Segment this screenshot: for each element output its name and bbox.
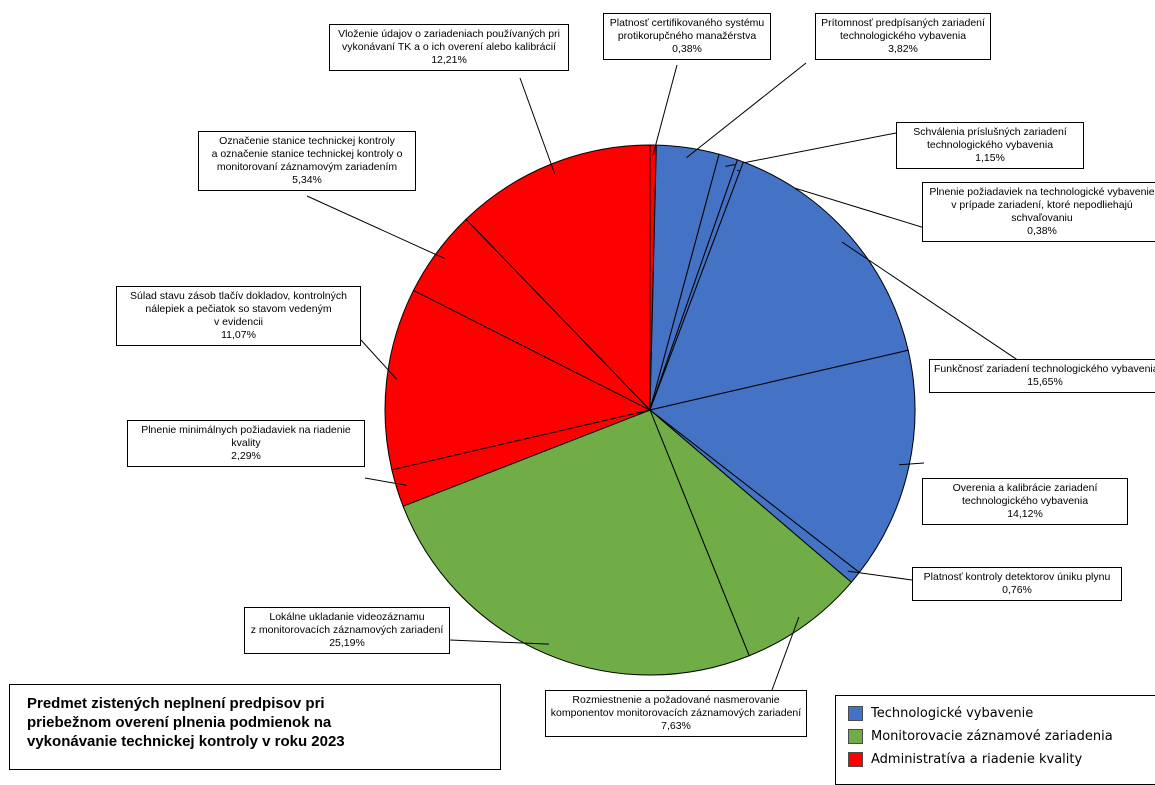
data-label-text: schvaľovaniu <box>1011 212 1073 224</box>
data-label-value: 0,38% <box>1027 225 1057 237</box>
leader-line <box>725 132 897 167</box>
leader-line <box>519 77 556 174</box>
data-label: Schválenia príslušných zariadení technolo… <box>896 122 1084 169</box>
data-label-text: Overenia a kalibrácie zariadení <box>952 482 1098 494</box>
data-label-text: nálepiek a pečiatok so stavom vedeným <box>145 303 332 315</box>
legend-label-administrativa: Administratíva a riadenie kvality <box>871 752 1083 767</box>
leader-line <box>771 616 800 691</box>
data-label: Funkčnosť zariadení technologického vyba… <box>929 359 1155 393</box>
data-label-value: 11,07% <box>221 329 256 341</box>
leader-line <box>449 639 549 645</box>
data-label: Platnosť kontroly detektorov úniku plynu… <box>912 567 1122 601</box>
leader-line <box>652 64 678 156</box>
data-label-text: Vloženie údajov o zariadeniach používaný… <box>338 28 560 40</box>
data-label-text: Funkčnosť zariadení technologického vyba… <box>934 363 1155 375</box>
data-label-text: kvality <box>231 437 261 449</box>
data-label-value: 15,65% <box>1027 376 1063 388</box>
data-label-text: Prítomnosť predpísaných zariadení <box>821 17 985 29</box>
leader-line <box>847 570 913 581</box>
data-label-text: Lokálne ukladanie videozáznamu <box>269 611 425 623</box>
data-label-value: 7,63% <box>661 720 691 732</box>
legend-swatch-monitorovacie <box>848 729 863 744</box>
data-label-text: Označenie stanice technickej kontroly <box>219 135 395 147</box>
data-label: Platnosť certifikovaného systému protikor… <box>603 13 771 60</box>
leader-line <box>686 62 807 158</box>
leader-line <box>841 241 1026 366</box>
legend-item-monitorovacie: Monitorovacie záznamové zariadenia <box>848 725 1155 748</box>
legend-label-monitorovacie: Monitorovacie záznamové zariadenia <box>871 729 1113 744</box>
data-label-text: technologického vybavenia <box>961 495 1089 507</box>
data-label-text: Súlad stavu zásob tlačív dokladov, kontr… <box>130 290 347 302</box>
data-label-text: z monitorovacích záznamových zariadení <box>250 624 444 636</box>
data-label: Overenia a kalibrácie zariadení technolog… <box>922 478 1128 525</box>
data-label-value: 0,76% <box>1002 584 1032 596</box>
data-label: Plnenie minimálnych požiadaviek na riade… <box>127 420 365 467</box>
data-label-value: 14,12% <box>1007 508 1043 520</box>
data-label-value: 3,82% <box>888 43 918 55</box>
data-label: Súlad stavu zásob tlačív dokladov, kontr… <box>116 286 361 346</box>
data-label-value: 1,15% <box>975 152 1005 164</box>
data-label: Rozmiestnenie a požadované nasmerovanie k… <box>545 690 807 737</box>
chart-title: Predmet zistených neplnení predpisov pri… <box>9 684 501 770</box>
data-label: Plnenie požiadaviek na technologické vyb… <box>922 182 1155 242</box>
pie-slice <box>384 289 652 471</box>
data-label-value: 12,21% <box>431 54 467 66</box>
legend-item-technologicke: Technologické vybavenie <box>848 702 1155 725</box>
data-label: Lokálne ukladanie videozáznamu z monitoro… <box>244 607 450 654</box>
data-label-value: 0,38% <box>672 43 702 55</box>
data-label-text: Rozmiestnenie a požadované nasmerovanie <box>572 694 780 706</box>
leader-line <box>899 462 925 466</box>
legend-swatch-administrativa <box>848 752 863 767</box>
data-label-text: Schválenia príslušných zariadení <box>913 126 1067 138</box>
legend: Technologické vybavenie Monitorovacie zá… <box>835 695 1155 785</box>
data-label-text: protikorupčného manažérstva <box>617 30 757 42</box>
data-label-text: Platnosť certifikovaného systému <box>609 17 765 29</box>
data-label-text: Platnosť kontroly detektorov úniku plynu <box>923 571 1111 583</box>
pie-slice <box>649 409 853 657</box>
pie-slice <box>402 409 750 676</box>
legend-label-technologicke: Technologické vybavenie <box>871 706 1034 721</box>
data-label-text: a označenie stanice technickej kontroly … <box>211 148 403 160</box>
data-label-value: 5,34% <box>292 174 322 186</box>
data-label-text: vykonávaní TK a o ich overení alebo kali… <box>341 41 556 53</box>
data-label-text: technologického vybavenia <box>926 139 1054 151</box>
pie-slice <box>648 349 916 574</box>
leader-line <box>306 195 446 260</box>
data-label-text: komponentov monitorovacích záznamových z… <box>550 707 802 719</box>
data-label: Označenie stanice technickej kontroly a o… <box>198 131 416 191</box>
data-label-text: technologického vybavenia <box>839 30 967 42</box>
data-label-value: 2,29% <box>231 450 261 462</box>
data-label-value: 25,19% <box>329 637 365 649</box>
data-label-text: v prípade zariadení, ktoré nepodliehajú <box>951 199 1133 211</box>
legend-swatch-technologicke <box>848 706 863 721</box>
data-label: Prítomnosť predpísaných zariadení technol… <box>815 13 991 60</box>
legend-item-administrativa: Administratíva a riadenie kvality <box>848 748 1155 771</box>
data-label: Vloženie údajov o zariadeniach používaný… <box>329 24 569 71</box>
data-label-text: Plnenie minimálnych požiadaviek na riade… <box>141 424 351 436</box>
data-label-text: Plnenie požiadaviek na technologické vyb… <box>929 186 1155 198</box>
data-label-text: monitorovaní záznamovým zariadením <box>216 161 398 173</box>
leader-line <box>364 477 407 486</box>
pie-slice <box>649 161 909 411</box>
data-label-text: v evidencii <box>213 316 264 328</box>
leader-line <box>360 339 398 380</box>
